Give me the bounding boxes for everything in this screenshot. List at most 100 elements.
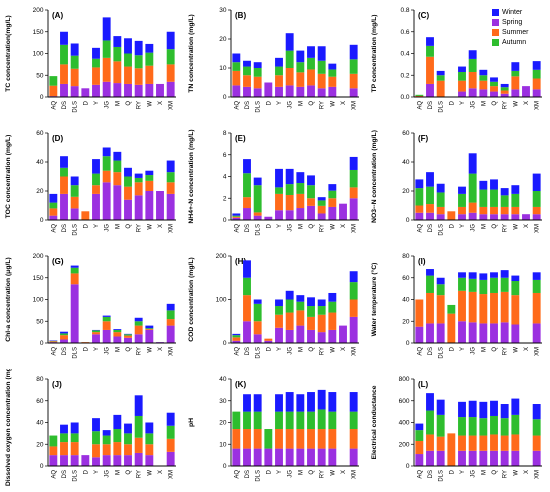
x-category-label: Y bbox=[277, 224, 283, 228]
bar-aq-spring bbox=[49, 455, 58, 466]
bar-w-autumn bbox=[511, 281, 520, 296]
bar-q-spring bbox=[124, 337, 132, 343]
bar-y-autumn bbox=[458, 417, 466, 436]
y-tick-label: 20 bbox=[36, 441, 44, 448]
x-category-label: D bbox=[449, 346, 455, 351]
bar-ry-autumn bbox=[500, 195, 509, 207]
bar-dls-summer bbox=[436, 80, 445, 97]
y-tick-label: 80 bbox=[402, 253, 410, 260]
bar-xm-autumn bbox=[349, 411, 358, 430]
bar-ds-winter bbox=[426, 37, 434, 46]
bar-ds-spring bbox=[243, 448, 251, 466]
bar-dls-spring bbox=[70, 455, 79, 466]
bar-aq-spring bbox=[415, 454, 424, 466]
x-category-label: RY bbox=[320, 470, 326, 478]
y-tick-label: 40 bbox=[402, 159, 410, 166]
y-tick-label: 60 bbox=[36, 398, 44, 405]
bar-y-summer bbox=[92, 67, 100, 85]
bar-aq-autumn bbox=[232, 335, 241, 338]
bar-ds-summer bbox=[243, 75, 251, 87]
bar-ds-winter bbox=[426, 269, 434, 276]
bar-q-summer bbox=[307, 429, 315, 449]
y-tick-label: 0.4 bbox=[400, 51, 409, 58]
bar-dls-spring bbox=[70, 284, 79, 343]
bar-jg-summer bbox=[468, 435, 477, 451]
bar-w-winter bbox=[511, 398, 520, 415]
bar-aq-autumn bbox=[49, 202, 58, 209]
y-tick-label: 0 bbox=[406, 340, 410, 347]
bar-y-spring bbox=[458, 321, 466, 343]
bar-q-autumn bbox=[307, 185, 315, 199]
bar-y-summer bbox=[275, 314, 283, 328]
bar-w-summer bbox=[145, 180, 154, 191]
bar-ry-autumn bbox=[500, 87, 509, 91]
bar-q-winter bbox=[490, 400, 498, 416]
bar-m-autumn bbox=[113, 329, 122, 333]
bar-y-winter bbox=[92, 47, 100, 59]
bar-m-summer bbox=[296, 193, 305, 209]
panel-label-j: (J) bbox=[52, 380, 62, 389]
bar-xm-spring bbox=[349, 88, 358, 97]
x-category-label: M bbox=[298, 101, 304, 106]
bar-dls-summer bbox=[436, 295, 445, 324]
legend-label-winter: Winter bbox=[502, 9, 523, 16]
bar-xm-autumn bbox=[349, 169, 358, 188]
bar-ry-summer bbox=[317, 314, 326, 333]
bar-jg-winter bbox=[468, 400, 477, 418]
bar-jg-spring bbox=[285, 448, 294, 466]
bar-w-autumn bbox=[145, 175, 154, 181]
bar-w-winter bbox=[511, 62, 520, 71]
bar-ds-spring bbox=[243, 86, 251, 97]
x-category-label: JG bbox=[288, 347, 294, 355]
bar-y-spring bbox=[275, 86, 283, 97]
bar-w-spring bbox=[328, 329, 337, 343]
bar-y-spring bbox=[92, 457, 100, 466]
bar-q-autumn bbox=[490, 277, 498, 293]
bar-aq-spring bbox=[415, 326, 424, 343]
x-category-label: W bbox=[147, 224, 153, 230]
bar-ds-autumn bbox=[60, 44, 68, 65]
y-tick-label: 40 bbox=[36, 159, 44, 166]
bar-xm-summer bbox=[349, 187, 358, 199]
x-category-label: X bbox=[158, 101, 164, 105]
bar-q-spring bbox=[490, 450, 498, 466]
bar-d-summer bbox=[81, 211, 90, 220]
x-category-label: D bbox=[449, 469, 455, 474]
bar-dls-spring bbox=[253, 215, 262, 220]
bar-m-winter bbox=[113, 414, 122, 430]
x-category-label: DLS bbox=[256, 347, 262, 359]
y-tick-label: 20 bbox=[219, 420, 227, 427]
bar-dls-autumn bbox=[253, 68, 262, 77]
bar-dls-spring bbox=[253, 88, 262, 97]
x-category-label: AQ bbox=[234, 101, 240, 110]
bar-ry-spring bbox=[134, 334, 143, 343]
bar-y-autumn bbox=[92, 431, 100, 445]
panel-label-g: (G) bbox=[52, 257, 64, 266]
x-category-label: X bbox=[158, 224, 164, 228]
bar-ry-autumn bbox=[500, 277, 509, 292]
bar-jg-summer bbox=[468, 291, 477, 323]
bar-xm-winter bbox=[532, 272, 541, 280]
bar-jg-summer bbox=[102, 321, 111, 330]
bar-ds-autumn bbox=[426, 275, 434, 293]
x-category-label: Q bbox=[126, 470, 132, 475]
x-category-label: AQ bbox=[417, 224, 423, 233]
bar-jg-autumn bbox=[102, 156, 111, 171]
bar-xm-autumn bbox=[532, 279, 541, 293]
x-category-label: M bbox=[115, 224, 121, 229]
bar-q-spring bbox=[490, 323, 498, 343]
y-tick-label: 400 bbox=[399, 420, 410, 427]
x-category-label: XM bbox=[352, 224, 358, 233]
chart-panel-h: (H) 0 100 200 COD concentration (mg/L) AQ DS DL… bbox=[188, 253, 359, 359]
x-category-label: AQ bbox=[51, 224, 57, 233]
y-tick-label: 100 bbox=[33, 51, 44, 58]
bar-jg-summer bbox=[285, 68, 294, 86]
bar-ds-autumn bbox=[426, 186, 434, 205]
bar-jg-winter bbox=[468, 50, 477, 59]
bar-y-winter bbox=[275, 299, 283, 307]
y-tick-label: 0.6 bbox=[400, 29, 409, 36]
x-category-label: Q bbox=[309, 101, 315, 106]
bar-ry-summer bbox=[134, 437, 143, 453]
bar-m-spring bbox=[296, 448, 305, 466]
x-category-label: JG bbox=[105, 224, 111, 232]
